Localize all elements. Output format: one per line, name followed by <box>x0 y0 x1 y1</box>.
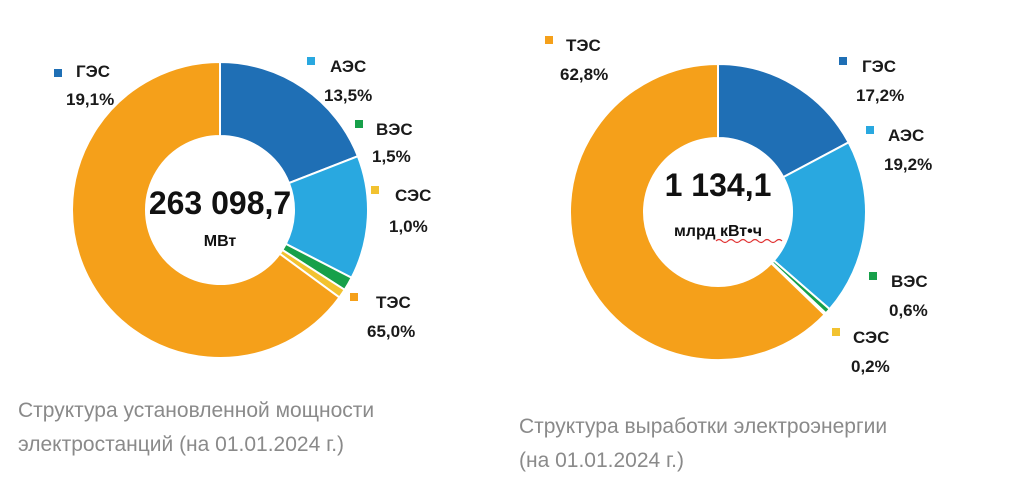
left-slice-tes <box>71 60 341 359</box>
right-label-percent-ges: 17,2% <box>856 86 904 105</box>
donut-chart-generation: ТЭС 62,8% ГЭС 17,2% АЭС 19,2% ВЭС 0,6%СЭС 0,2% 1… <box>545 36 932 376</box>
right-label-percent-ves: 0,6% <box>889 301 928 320</box>
right-legend-marker-ses <box>832 328 840 336</box>
left-label-percent-ses: 1,0% <box>389 217 428 236</box>
right-legend-marker-tes <box>545 36 553 44</box>
right-slice-tes <box>569 62 827 361</box>
right-slice-aes <box>772 140 867 311</box>
left-donut-slices <box>71 60 369 359</box>
left-label-percent-ges: 19,1% <box>66 90 114 109</box>
left-legend-marker-ses <box>371 186 379 194</box>
left-label-name-aes: АЭС <box>330 57 366 76</box>
left-legend-marker-ges <box>54 69 62 77</box>
left-caption-line-2: электростанций (на 01.01.2024 г.) <box>18 433 345 456</box>
right-label-name-ges: ГЭС <box>862 57 896 76</box>
left-label-name-ges: ГЭС <box>76 62 110 81</box>
donut-chart-installed-capacity: ГЭС 19,1% АЭС 13,5%ВЭС 1,5% СЭС 1,0% ТЭС 65,0% 2… <box>54 57 431 359</box>
left-center-unit: МВт <box>204 233 237 250</box>
left-label-name-ses: СЭС <box>395 186 431 205</box>
left-chart-caption: Структура установленной мощности электро… <box>18 394 374 462</box>
right-caption-line-2: (на 01.01.2024 г.) <box>519 449 684 472</box>
spellcheck-underline <box>715 238 783 244</box>
left-caption-line-1: Структура установленной мощности <box>18 399 375 422</box>
left-legend-marker-tes <box>350 293 358 301</box>
right-label-percent-ses: 0,2% <box>851 357 890 376</box>
left-label-percent-tes: 65,0% <box>367 322 415 341</box>
right-label-name-tes: ТЭС <box>566 36 601 55</box>
left-label-name-ves: ВЭС <box>376 120 413 139</box>
left-donut-labels: ГЭС 19,1% АЭС 13,5%ВЭС 1,5% СЭС 1,0% ТЭС 65,0% <box>54 57 431 341</box>
right-caption-line-1: Структура выработки электроэнергии <box>519 415 888 438</box>
left-label-percent-ves: 1,5% <box>372 147 411 166</box>
right-label-percent-aes: 19,2% <box>884 155 932 174</box>
left-label-percent-aes: 13,5% <box>324 86 372 105</box>
right-label-name-ses: СЭС <box>853 328 889 347</box>
right-chart-caption: Структура выработки электроэнергии (на 0… <box>519 410 887 478</box>
right-legend-marker-ves <box>869 272 877 280</box>
left-legend-marker-aes <box>307 57 315 65</box>
right-center-unit: млрд кВт•ч <box>674 223 762 240</box>
right-donut-labels: ТЭС 62,8% ГЭС 17,2% АЭС 19,2% ВЭС 0,6%СЭС 0,2% <box>545 36 932 376</box>
right-legend-marker-ges <box>839 57 847 65</box>
left-label-name-tes: ТЭС <box>376 293 411 312</box>
right-label-percent-tes: 62,8% <box>560 65 608 84</box>
right-label-name-aes: АЭС <box>888 126 924 145</box>
left-slice-ges <box>219 60 360 185</box>
left-center-value: 263 098,7 <box>149 185 291 221</box>
right-label-name-ves: ВЭС <box>891 272 928 291</box>
right-legend-marker-aes <box>866 126 874 134</box>
left-legend-marker-ves <box>355 120 363 128</box>
right-center-value: 1 134,1 <box>665 167 772 203</box>
right-donut-slices <box>569 62 867 361</box>
